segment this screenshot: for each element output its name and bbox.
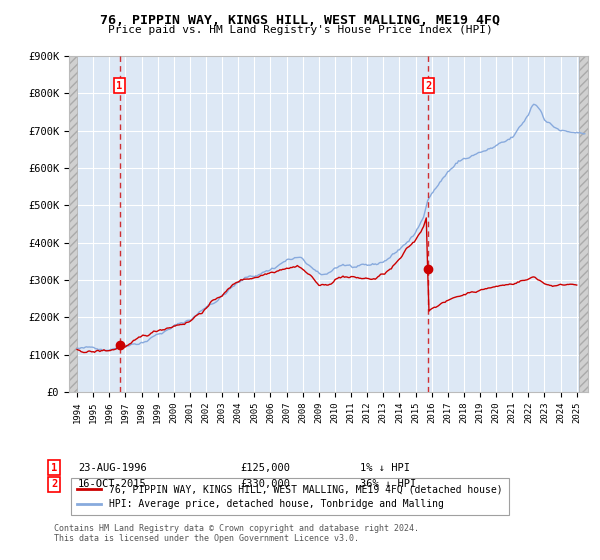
Text: 76, PIPPIN WAY, KINGS HILL, WEST MALLING, ME19 4FQ: 76, PIPPIN WAY, KINGS HILL, WEST MALLING…: [100, 14, 500, 27]
Text: 23-AUG-1996: 23-AUG-1996: [78, 463, 147, 473]
Text: 1: 1: [51, 463, 57, 473]
Legend: 76, PIPPIN WAY, KINGS HILL, WEST MALLING, ME19 4FQ (detached house), HPI: Averag: 76, PIPPIN WAY, KINGS HILL, WEST MALLING…: [71, 478, 509, 515]
Text: Contains HM Land Registry data © Crown copyright and database right 2024.
This d: Contains HM Land Registry data © Crown c…: [54, 524, 419, 543]
Text: £125,000: £125,000: [240, 463, 290, 473]
Text: 16-OCT-2015: 16-OCT-2015: [78, 479, 147, 489]
Text: 2: 2: [51, 479, 57, 489]
Text: 2: 2: [425, 81, 431, 91]
Text: Price paid vs. HM Land Registry's House Price Index (HPI): Price paid vs. HM Land Registry's House …: [107, 25, 493, 35]
Text: 1: 1: [116, 81, 123, 91]
Text: £330,000: £330,000: [240, 479, 290, 489]
Text: 36% ↓ HPI: 36% ↓ HPI: [360, 479, 416, 489]
Text: 1% ↓ HPI: 1% ↓ HPI: [360, 463, 410, 473]
